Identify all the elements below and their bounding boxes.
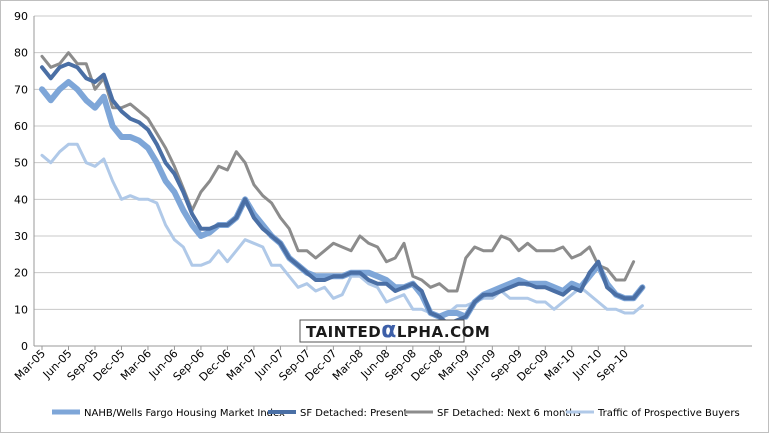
watermark: TAINTEDαLPHA.COM [299,318,490,343]
watermark-text-post: LPHA.COM [397,323,490,341]
watermark-text-pre: TAINTED [306,323,381,341]
series-line-traffic-prospective-buyers [40,142,644,319]
legend-label-nahb: NAHB/Wells Fargo Housing Market Index [84,408,285,419]
watermark-alpha: α [381,318,397,343]
y-tick-label: 30 [14,230,28,243]
gridlines [33,15,752,347]
watermark-box [299,319,465,343]
y-axis-tick-labels: 0 10 20 30 40 50 60 70 80 90 [14,10,28,353]
x-axis-tick-labels: Mar-05Jun-05Sep-05Dec-05Mar-06Jun-06Sep-… [12,346,631,384]
x-tick-label: Mar-05 [12,347,48,383]
y-tick-label: 20 [14,267,28,280]
legend-label-next6: SF Detached: Next 6 months [437,408,581,419]
y-tick-label: 80 [14,47,28,60]
watermark-text: TAINTEDαLPHA.COM [306,318,490,343]
legend: NAHB/Wells Fargo Housing Market Index SF… [52,408,740,419]
legend-label-traffic: Traffic of Prospective Buyers [597,408,740,419]
y-tick-label: 40 [14,193,28,206]
series-line-sf-detached-next-6-months [40,51,636,293]
y-tick-label: 70 [14,83,28,96]
y-tick-label: 0 [21,340,28,353]
series-line-sf-detached-present [40,61,645,326]
legend-label-present: SF Detached: Present [300,408,408,419]
series-lines [39,51,646,326]
y-tick-label: 10 [14,303,28,316]
y-tick-label: 60 [14,120,28,133]
y-tick-label: 50 [14,157,28,170]
y-tick-label: 90 [14,10,28,23]
